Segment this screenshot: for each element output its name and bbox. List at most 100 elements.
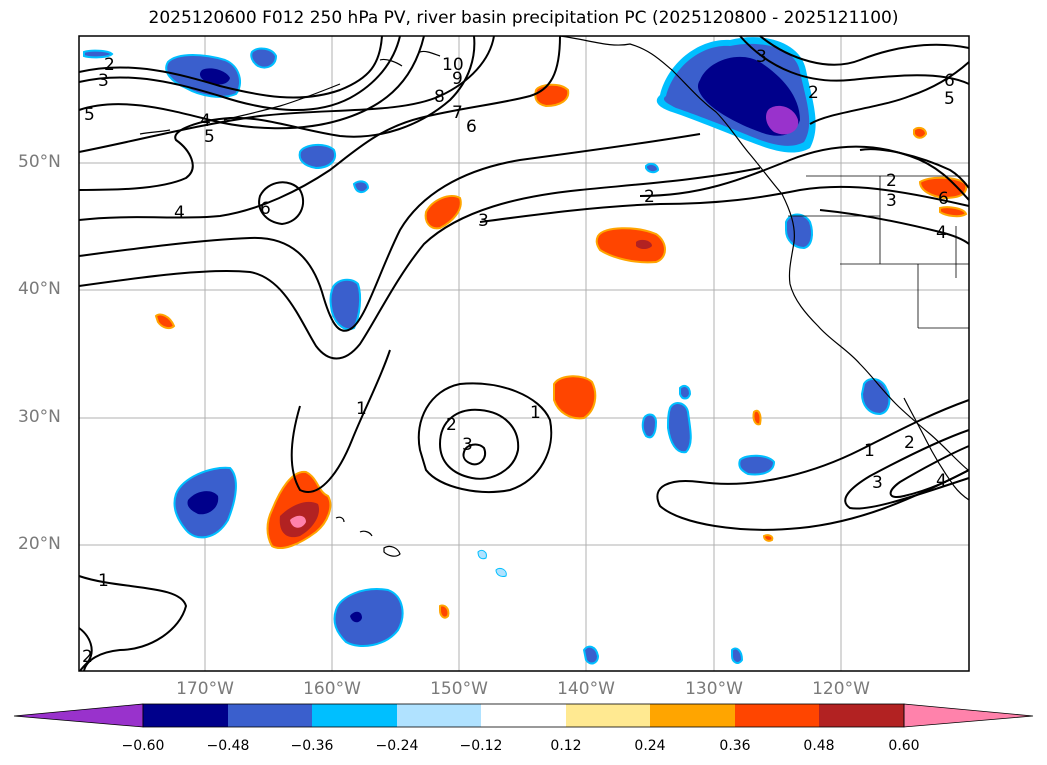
precip-blob-small-3 [477,549,487,560]
coastline-hawaii-oahu [335,516,345,523]
pv-contour-3-east [889,445,970,498]
colorbar-tick-label: 0.12 [550,738,582,754]
lon-label-120w: 120°W [812,679,870,699]
coastline-hawaii-maui [359,530,373,537]
coastline-aleutian-chain [223,83,341,121]
pv-contour-3-north [78,35,401,112]
pv-contour-3-eastmid [479,185,970,223]
pv-contours [78,35,970,672]
precip-blob-west-hawaii-core [187,491,219,515]
contour-label: 2 [446,415,457,435]
precip-blob-mid-1 [666,402,692,454]
pv-contour-6-north [78,35,561,221]
colorbar-segment-3 [312,704,397,727]
contour-label: 6 [938,189,949,209]
contour-label: 3 [478,211,489,231]
contour-label: 2 [104,55,115,75]
pv-contour-1-west [290,349,391,493]
contour-label: 1 [98,571,109,591]
colorbar-segment-0 [13,703,144,728]
lat-label-30n: 30°N [18,407,61,427]
contour-label: 2 [886,171,897,191]
contour-label: 4 [174,203,185,223]
precip-blob-baja-west [738,454,776,476]
precip-blob-rockies-2 [939,206,968,218]
colorbar-segment-4 [397,704,481,727]
pv-contour-trough-1 [78,133,701,332]
precip-blob-north-central [424,194,462,230]
contour-labels: 2 3 5 4 5 10 9 8 7 6 6 4 3 2 1 2 3 1 3 2… [82,47,955,667]
contour-label: 6 [260,199,271,219]
precip-blob-south-1 [582,645,600,665]
coastline-north-america [559,35,969,471]
contour-label: 3 [756,47,767,67]
lat-label-20n: 20°N [18,534,61,554]
lon-label-160w: 160°W [303,679,361,699]
pv-contour-4-rockies [819,209,970,245]
colorbar-frame [142,703,905,728]
colorbar-segment-8 [735,704,819,727]
precip-blob-hawaii-north-peak [290,515,306,528]
colorbar-tick-label: −0.60 [121,738,165,754]
pv-contour-2-southwest [78,627,93,672]
contour-label: 3 [98,71,109,91]
pv-contour-5-north [78,35,425,130]
precip-blob-n [250,47,278,69]
contour-label: 9 [452,69,463,89]
contour-label: 1 [530,403,541,423]
pv-contour-1-east [656,399,970,531]
coastline-aleutian-west [139,129,171,135]
contour-label: 3 [886,191,897,211]
pv-contour-5-east [739,35,970,85]
colorbar-segment-7 [650,704,735,727]
contour-label: 1 [356,399,367,419]
colorbar-segment-10 [903,703,1034,728]
contour-label: 6 [466,117,477,137]
contour-label: 5 [204,127,215,147]
coastline-hawaii-big [383,545,401,557]
precip-blob-south-small [439,604,450,619]
colorbar [13,703,1034,728]
contour-label: 6 [944,71,955,91]
lon-label-170w: 170°W [176,679,234,699]
contour-label: 10 [442,55,464,75]
precip-blob-corner [83,49,114,59]
pv-contour-2-east [844,429,970,510]
contour-label: 1 [864,441,875,461]
colorbar-segment-9 [819,704,904,727]
colorbar-tick-label: 0.48 [803,738,835,754]
precip-blob-small-5 [752,409,762,426]
contour-label: 3 [462,435,473,455]
pv-contour-2-cutoff [438,408,520,480]
pv-contour-6-rockies [859,148,970,189]
precip-blob-northeast-pacific-core [636,239,652,249]
precip-blob-rockies [918,176,968,200]
pv-contour-2-north [78,35,383,99]
precip-blob-small-6 [762,534,774,542]
precip-blob-canada [913,126,928,139]
precip-blob-small-2 [645,162,660,174]
precip-blob-central [553,375,597,420]
precip-blob-small-4 [495,567,507,577]
pv-contour-trough-2 [78,167,761,360]
contour-label: 2 [904,433,915,453]
precip-blob-west-small [154,313,176,330]
colorbar-tick-label: −0.12 [459,738,503,754]
contour-label: 7 [452,103,463,123]
contour-label: 2 [644,187,655,207]
colorbar-tick-label: 0.24 [634,738,666,754]
pv-contour-3-cutoff [462,443,486,466]
pv-contour-6-east [759,35,970,66]
precip-blob-mid-3 [679,385,692,400]
precip-blob-north-pacific [298,144,336,170]
pv-contour-1-cutoff [417,382,553,493]
pv-contour-6-closed [258,181,305,226]
contour-label: 4 [936,223,947,243]
colorbar-segment-1 [143,704,228,727]
precip-blob-mid-2 [641,413,658,439]
pv-contour-1-southwest [78,575,188,672]
precip-blob-south-2 [731,647,744,664]
precip-blob-nw-core [199,68,230,85]
graticule [79,36,969,671]
